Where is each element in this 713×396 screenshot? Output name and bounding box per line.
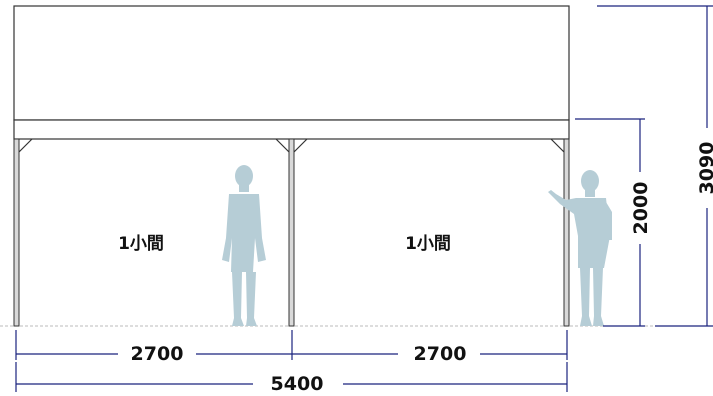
- dimension-label-bay-left: 2700: [131, 343, 184, 365]
- dimension-label-bay-right: 2700: [414, 343, 467, 365]
- roof-panel: [13, 5, 570, 121]
- post-left: [13, 138, 20, 327]
- brace-middle-left: [275, 138, 290, 153]
- brace-left: [18, 138, 33, 153]
- braces: [18, 138, 565, 153]
- roof-beam: [13, 119, 570, 140]
- brace-middle-right: [293, 138, 308, 153]
- bay-label-left: 1小間: [118, 234, 164, 254]
- person-silhouette-left: [222, 165, 266, 326]
- dimension-clear-height: [575, 118, 645, 327]
- dimension-label-total-width: 5400: [271, 373, 324, 395]
- posts: [13, 138, 570, 327]
- post-middle: [288, 138, 295, 327]
- dimension-bay-widths: [15, 330, 568, 360]
- post-right: [563, 138, 570, 327]
- dimension-label-total-height: 3090: [696, 142, 713, 195]
- dimension-total-width: [15, 362, 568, 392]
- person-silhouette-right: [548, 170, 612, 326]
- dimension-label-clear-height: 2000: [630, 182, 652, 235]
- dimension-total-height: [597, 5, 713, 327]
- bay-label-right: 1小間: [405, 234, 451, 254]
- roof: [13, 5, 570, 140]
- brace-right: [550, 138, 565, 153]
